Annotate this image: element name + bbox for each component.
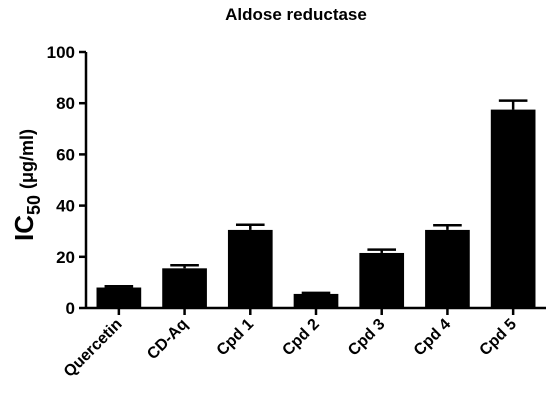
x-tick-label: Cpd 1 xyxy=(214,316,258,360)
y-tick-label: 20 xyxy=(56,248,75,267)
y-axis-label: IC50 (μg/ml) xyxy=(9,129,44,241)
x-tick-label: CD-Aq xyxy=(144,316,191,363)
x-tick-label: Quercetin xyxy=(61,316,126,381)
y-tick-label: 60 xyxy=(56,145,75,164)
bar-cpd-5 xyxy=(490,109,536,308)
x-tick-label: Cpd 4 xyxy=(411,316,455,360)
chart-title: Aldose reductase xyxy=(225,5,367,24)
y-axis-label-subscript: 50 xyxy=(24,195,44,215)
x-tick-label: Cpd 3 xyxy=(345,316,389,360)
y-tick-label: 100 xyxy=(47,43,75,62)
bar-quercetin xyxy=(96,287,142,308)
y-axis-label-main: IC xyxy=(9,215,39,241)
y-tick-label: 0 xyxy=(66,299,75,318)
bar-cpd-1 xyxy=(227,229,273,308)
x-tick-label: Cpd 5 xyxy=(477,316,521,360)
bars xyxy=(96,109,536,308)
x-tick-label: Cpd 2 xyxy=(279,316,323,360)
bar-cpd-4 xyxy=(425,229,470,308)
y-axis-label-unit: (μg/ml) xyxy=(17,129,37,189)
axes xyxy=(84,52,546,310)
bar-cd-aq xyxy=(162,268,207,308)
x-ticks: Quercetin CD-Aq Cpd 1 Cpd 2 Cpd 3 Cpd 4 Cpd 5 xyxy=(61,308,520,381)
y-tick-label: 80 xyxy=(56,94,75,113)
bar-cpd-3 xyxy=(359,252,405,308)
y-tick-label: 40 xyxy=(56,197,75,216)
y-ticks: 0 20 40 60 80 100 xyxy=(47,43,86,318)
bar-cpd-2 xyxy=(293,293,339,308)
svg-text:IC50(μg/ml): IC50 (μg/ml) xyxy=(9,129,44,241)
error-bars xyxy=(104,99,528,295)
